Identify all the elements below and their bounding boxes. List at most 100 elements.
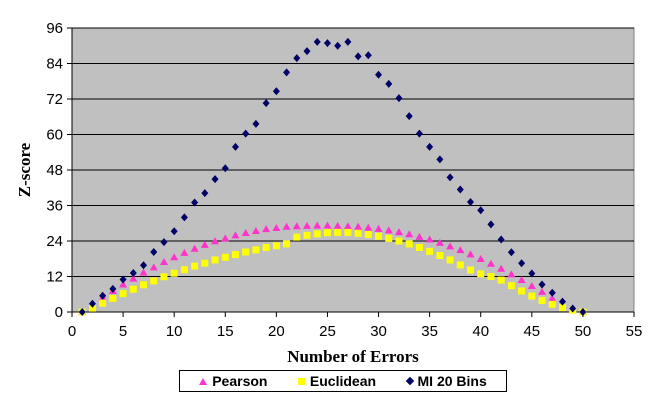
data-point bbox=[364, 51, 372, 60]
data-point bbox=[477, 206, 485, 215]
y-tick-label: 0 bbox=[55, 304, 63, 321]
y-tick-label: 72 bbox=[46, 91, 63, 108]
data-point bbox=[170, 269, 178, 277]
data-point bbox=[528, 292, 536, 300]
data-point bbox=[88, 304, 96, 312]
data-point bbox=[99, 299, 107, 307]
data-point bbox=[344, 37, 352, 46]
data-point bbox=[375, 70, 383, 79]
data-point bbox=[160, 238, 168, 247]
diamond-marker-icon bbox=[405, 376, 414, 386]
data-point bbox=[150, 247, 158, 256]
data-point bbox=[415, 129, 423, 138]
data-point bbox=[476, 255, 485, 263]
data-point bbox=[303, 47, 311, 56]
data-point bbox=[507, 248, 515, 257]
data-point bbox=[109, 284, 117, 293]
x-tick-label: 50 bbox=[575, 323, 592, 340]
data-point bbox=[303, 231, 311, 239]
data-point bbox=[518, 259, 526, 268]
x-tick-label: 20 bbox=[268, 323, 285, 340]
data-point bbox=[415, 244, 423, 252]
data-marks bbox=[78, 37, 587, 316]
data-point bbox=[200, 240, 209, 248]
data-point bbox=[446, 242, 455, 250]
legend-item-mi-20-bins: MI 20 Bins bbox=[405, 373, 487, 389]
data-point bbox=[88, 299, 96, 308]
data-point bbox=[272, 87, 280, 96]
data-point bbox=[425, 235, 434, 243]
data-point bbox=[364, 223, 373, 231]
data-point bbox=[190, 244, 199, 252]
x-tick-label: 35 bbox=[421, 323, 438, 340]
data-point bbox=[313, 37, 321, 46]
x-tick-label: 10 bbox=[166, 323, 183, 340]
data-point bbox=[119, 290, 127, 298]
data-point bbox=[374, 224, 383, 232]
data-point bbox=[415, 232, 424, 240]
data-point bbox=[527, 281, 536, 289]
x-tick-label: 15 bbox=[217, 323, 234, 340]
data-point bbox=[528, 269, 536, 278]
data-point bbox=[517, 276, 526, 284]
data-point bbox=[139, 268, 148, 276]
y-axis-title: Z-score bbox=[15, 142, 34, 197]
data-point bbox=[313, 221, 322, 229]
data-point bbox=[313, 230, 321, 238]
data-point bbox=[405, 112, 413, 121]
data-point bbox=[344, 228, 352, 236]
x-tick-label: 40 bbox=[472, 323, 489, 340]
x-tick-label: 25 bbox=[319, 323, 336, 340]
data-point bbox=[354, 52, 362, 61]
x-tick-label: 45 bbox=[523, 323, 540, 340]
data-point bbox=[129, 268, 137, 277]
data-point bbox=[231, 251, 239, 259]
legend-label: Euclidean bbox=[309, 373, 377, 389]
data-point bbox=[456, 246, 465, 254]
data-point bbox=[323, 39, 331, 48]
data-point bbox=[538, 280, 546, 289]
data-point bbox=[251, 226, 260, 234]
y-tick-label: 84 bbox=[46, 56, 63, 73]
data-point bbox=[375, 232, 383, 240]
data-point bbox=[221, 234, 230, 242]
data-point bbox=[426, 142, 434, 151]
data-point bbox=[99, 291, 107, 300]
data-point bbox=[303, 221, 312, 229]
data-point bbox=[558, 297, 566, 306]
data-point bbox=[486, 259, 495, 267]
x-axis-title: Number of Errors bbox=[287, 347, 419, 366]
data-point bbox=[497, 264, 506, 272]
data-point bbox=[180, 266, 188, 274]
data-point bbox=[538, 296, 546, 304]
data-point bbox=[283, 240, 291, 248]
data-point bbox=[548, 300, 556, 308]
data-point bbox=[262, 225, 271, 233]
data-point bbox=[78, 308, 86, 316]
data-point bbox=[456, 185, 464, 194]
data-point bbox=[242, 248, 250, 256]
data-point bbox=[467, 266, 475, 274]
data-point bbox=[283, 68, 291, 77]
x-tick-label: 5 bbox=[119, 323, 127, 340]
data-point bbox=[579, 308, 587, 316]
data-point bbox=[334, 41, 342, 50]
y-tick-label: 48 bbox=[46, 162, 63, 179]
data-point bbox=[211, 175, 219, 184]
data-point bbox=[323, 221, 332, 229]
data-point bbox=[252, 119, 260, 128]
data-point bbox=[140, 261, 148, 270]
data-point bbox=[558, 304, 566, 312]
x-tick-label: 30 bbox=[370, 323, 387, 340]
data-point bbox=[211, 256, 219, 264]
data-point bbox=[477, 270, 485, 278]
data-point bbox=[119, 275, 127, 284]
data-point bbox=[221, 253, 229, 261]
data-point bbox=[466, 250, 475, 258]
square-marker-icon bbox=[297, 377, 305, 385]
data-point bbox=[343, 222, 352, 230]
data-point bbox=[364, 230, 372, 238]
data-point bbox=[323, 229, 331, 237]
data-point bbox=[272, 223, 281, 231]
